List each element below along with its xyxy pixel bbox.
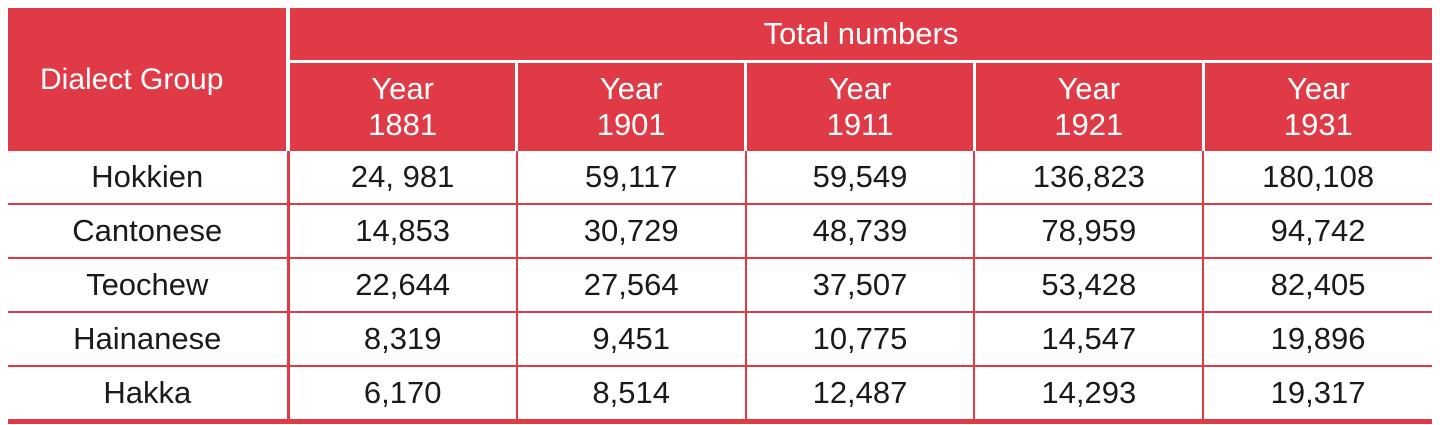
table-row-hokkien: Hokkien 24, 981 59,117 59,549 136,823 18… bbox=[8, 151, 1432, 204]
cell-value: 37,507 bbox=[744, 257, 975, 312]
cell-value: 59,117 bbox=[515, 151, 746, 204]
row-dialect-name: Hainanese bbox=[8, 311, 290, 366]
header-year-value: 1921 bbox=[1054, 107, 1124, 142]
header-year-1901: Year 1901 bbox=[515, 61, 746, 151]
header-year-label: Year bbox=[828, 71, 892, 106]
cell-value: 136,823 bbox=[973, 151, 1204, 204]
header-year-1921: Year 1921 bbox=[972, 61, 1204, 151]
cell-value: 180,108 bbox=[1202, 151, 1432, 204]
cell-value: 53,428 bbox=[973, 257, 1204, 312]
cell-value: 12,487 bbox=[744, 365, 975, 424]
row-dialect-name: Teochew bbox=[8, 257, 290, 312]
header-year-1931: Year 1931 bbox=[1201, 61, 1432, 151]
cell-value: 27,564 bbox=[515, 257, 746, 312]
cell-value: 8,514 bbox=[515, 365, 746, 424]
header-year-1881: Year 1881 bbox=[288, 61, 517, 151]
header-year-label: Year bbox=[371, 71, 434, 106]
table-row-cantonese: Cantonese 14,853 30,729 48,739 78,959 94… bbox=[8, 203, 1432, 258]
dialect-population-table-container: Dialect Group Total numbers Year 1881 Ye… bbox=[8, 8, 1432, 424]
cell-value: 24, 981 bbox=[287, 151, 517, 204]
cell-value: 30,729 bbox=[515, 203, 746, 258]
table-header: Dialect Group Total numbers Year 1881 Ye… bbox=[8, 8, 1432, 151]
header-year-label: Year bbox=[1057, 71, 1121, 106]
header-year-value: 1911 bbox=[826, 107, 894, 142]
row-dialect-name: Cantonese bbox=[8, 203, 290, 258]
table-row-hainanese: Hainanese 8,319 9,451 10,775 14,547 19,8… bbox=[8, 311, 1432, 366]
cell-value: 9,451 bbox=[515, 311, 746, 366]
cell-value: 48,739 bbox=[744, 203, 975, 258]
cell-value: 19,896 bbox=[1202, 311, 1432, 366]
cell-value: 14,293 bbox=[973, 365, 1204, 424]
cell-value: 82,405 bbox=[1202, 257, 1432, 312]
cell-value: 14,547 bbox=[973, 311, 1204, 366]
row-dialect-name: Hokkien bbox=[8, 151, 290, 204]
row-dialect-name: Hakka bbox=[8, 365, 290, 424]
table-body: Hokkien 24, 981 59,117 59,549 136,823 18… bbox=[8, 151, 1432, 424]
header-year-value: 1881 bbox=[368, 107, 438, 142]
cell-value: 10,775 bbox=[744, 311, 975, 366]
table-row-teochew: Teochew 22,644 27,564 37,507 53,428 82,4… bbox=[8, 257, 1432, 312]
header-year-label: Year bbox=[1287, 71, 1350, 106]
cell-value: 8,319 bbox=[287, 311, 517, 366]
header-year-value: 1901 bbox=[596, 107, 666, 142]
header-year-label: Year bbox=[599, 71, 663, 106]
cell-value: 19,317 bbox=[1202, 365, 1432, 424]
header-dialect-group: Dialect Group bbox=[8, 8, 290, 151]
table-row-hakka: Hakka 6,170 8,514 12,487 14,293 19,317 bbox=[8, 365, 1432, 424]
header-year-value: 1931 bbox=[1283, 107, 1353, 142]
dialect-population-table: Dialect Group Total numbers Year 1881 Ye… bbox=[8, 8, 1432, 424]
cell-value: 94,742 bbox=[1202, 203, 1432, 258]
cell-value: 14,853 bbox=[287, 203, 517, 258]
header-year-1911: Year 1911 bbox=[744, 61, 975, 151]
cell-value: 6,170 bbox=[287, 365, 517, 424]
cell-value: 78,959 bbox=[973, 203, 1204, 258]
cell-value: 22,644 bbox=[287, 257, 517, 312]
header-total-numbers: Total numbers bbox=[288, 8, 1432, 63]
cell-value: 59,549 bbox=[744, 151, 975, 204]
